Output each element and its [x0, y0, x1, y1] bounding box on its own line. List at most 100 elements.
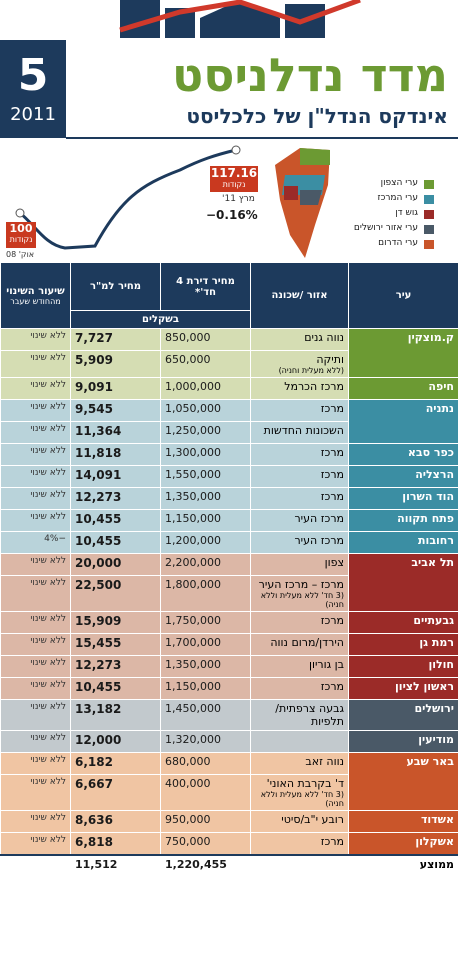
footer-blank: [0, 853, 71, 874]
area: מרכז: [250, 465, 349, 488]
change: ללא שינוי: [0, 328, 71, 351]
change: ללא שינוי: [0, 509, 71, 532]
city: תל אביב: [348, 553, 458, 612]
change: −4%: [0, 531, 71, 554]
footer-label: ממוצע: [348, 853, 458, 874]
sqm: 14,091: [70, 465, 161, 488]
area-text: נווה זאב: [305, 755, 344, 768]
row: הוד השרון מרכז 1,350,000 12,273 ללא שינוי: [0, 487, 458, 510]
area-text: רובע י"ב/סיטי: [281, 813, 344, 826]
col-change: שיעור השינוי מהחודש שעבר: [0, 262, 71, 329]
row: ראשון לציון מרכז 1,150,000 10,455 ללא שינוי: [0, 677, 458, 700]
price: 650,000: [160, 350, 251, 378]
price: 1,450,000: [160, 699, 251, 731]
area-text: צפון: [324, 556, 344, 569]
area: מרכז – מרכז העיר (3 חד' ללא מעלית וללא חנ…: [250, 575, 349, 612]
legend-label: ערי המרכז: [377, 193, 418, 203]
price: 1,350,000: [160, 655, 251, 678]
row: ירושלים גבעה צרפתית/ תלפיות 1,450,000 13,18…: [0, 699, 458, 731]
area-text: נווה גנים: [304, 331, 344, 344]
row: תל אביב צפון 2,200,000 20,000 ללא שינוי: [0, 553, 458, 612]
row: השכונות החדשות 1,250,000 11,364 ללא שינוי: [0, 421, 458, 444]
price: 1,300,000: [160, 443, 251, 466]
area: מרכז: [250, 487, 349, 510]
city: ק.מוצקין: [348, 328, 458, 378]
sqm: 12,273: [70, 655, 161, 678]
row: חולון בן גוריון 1,350,000 12,273 ללא שינוי: [0, 655, 458, 678]
change: ללא שינוי: [0, 611, 71, 634]
col-price: מחיר דירת 4 חד'*: [160, 262, 251, 311]
city: גבעתיים: [348, 611, 458, 634]
area: מרכז: [250, 832, 349, 855]
price: 850,000: [160, 328, 251, 351]
area: בן גוריון: [250, 655, 349, 678]
area: רובע י"ב/סיטי: [250, 810, 349, 833]
start-unit: נקודות: [9, 235, 33, 244]
change: ללא שינוי: [0, 633, 71, 656]
area-text: בן גוריון: [308, 658, 344, 671]
end-unit: נקודות: [222, 180, 246, 189]
area-text: השכונות החדשות: [263, 424, 344, 437]
city: חולון: [348, 655, 458, 678]
city: ראשון לציון: [348, 677, 458, 700]
city: הרצליה: [348, 465, 458, 488]
row: מרכז – מרכז העיר (3 חד' ללא מעלית וללא חנ…: [0, 575, 458, 612]
sqm: 6,182: [70, 752, 161, 775]
area-text: מרכז: [320, 490, 344, 503]
area-text: ד' בקרבת האוני': [266, 777, 344, 790]
price: 1,250,000: [160, 421, 251, 444]
end-value: 117.16: [210, 166, 258, 180]
area: ד' בקרבת האוני' (3 חד' ללא מעלית וללא חני…: [250, 774, 349, 811]
area-text: מרכז העיר: [294, 512, 344, 525]
sqm: 12,000: [70, 730, 161, 753]
area-text: מרכז: [320, 614, 344, 627]
unit: בשקלים: [70, 310, 251, 329]
area-text: מרכז: [320, 680, 344, 693]
price-table: עיר אזור /שכונה מחיר דירת 4 חד'* מחיר למ"ר ש…: [0, 262, 458, 874]
change: ללא שינוי: [0, 350, 71, 378]
change: ללא שינוי: [0, 487, 71, 510]
area-note: (ללא מעלית וחניה): [278, 366, 344, 375]
sqm: 12,273: [70, 487, 161, 510]
change: −0.16%: [206, 208, 258, 222]
area-text: מרכז – מרכז העיר: [258, 578, 344, 591]
area-text: מרכז: [320, 402, 344, 415]
area: מרכז העיר: [250, 509, 349, 532]
sqm: 15,909: [70, 611, 161, 634]
start-value: 100: [9, 222, 33, 235]
area: מרכז העיר: [250, 531, 349, 554]
area: השכונות החדשות: [250, 421, 349, 444]
area: ותיקה (ללא מעלית וחניה): [250, 350, 349, 378]
sqm: 13,182: [70, 699, 161, 731]
start-date: אוק' 08: [6, 250, 35, 259]
city: באר שבע: [348, 752, 458, 811]
footer-sqm: 11,512: [70, 853, 161, 874]
price: 2,200,000: [160, 553, 251, 576]
sqm: 20,000: [70, 553, 161, 576]
sqm: 5,909: [70, 350, 161, 378]
area: נווה גנים: [250, 328, 349, 351]
area-note: (3 חד' ללא מעלית וללא חניה): [260, 591, 344, 609]
area-text: מרכז: [320, 835, 344, 848]
change: ללא שינוי: [0, 730, 71, 753]
row: מודיעין 1,320,000 12,000 ללא שינוי: [0, 730, 458, 753]
area-text: מרכז הכרמל: [284, 380, 344, 393]
change: ללא שינוי: [0, 575, 71, 612]
title: מדד נדלניסט: [172, 48, 448, 102]
city: נתניה: [348, 399, 458, 444]
sqm: 9,091: [70, 377, 161, 400]
change: ללא שינוי: [0, 774, 71, 811]
legend-label: ערי הדרום: [378, 238, 418, 248]
legend-label: ערי הצפון: [380, 178, 418, 188]
row: אשדוד רובע י"ב/סיטי 950,000 8,636 ללא שינוי: [0, 810, 458, 833]
price: 400,000: [160, 774, 251, 811]
change: ללא שינוי: [0, 443, 71, 466]
city: מודיעין: [348, 730, 458, 753]
price: 1,150,000: [160, 509, 251, 532]
sqm: 10,455: [70, 677, 161, 700]
sqm: 11,364: [70, 421, 161, 444]
price: 1,350,000: [160, 487, 251, 510]
footer-blank: [250, 853, 349, 874]
area-note: (3 חד' ללא מעלית וללא חניה): [260, 790, 344, 808]
change: ללא שינוי: [0, 377, 71, 400]
